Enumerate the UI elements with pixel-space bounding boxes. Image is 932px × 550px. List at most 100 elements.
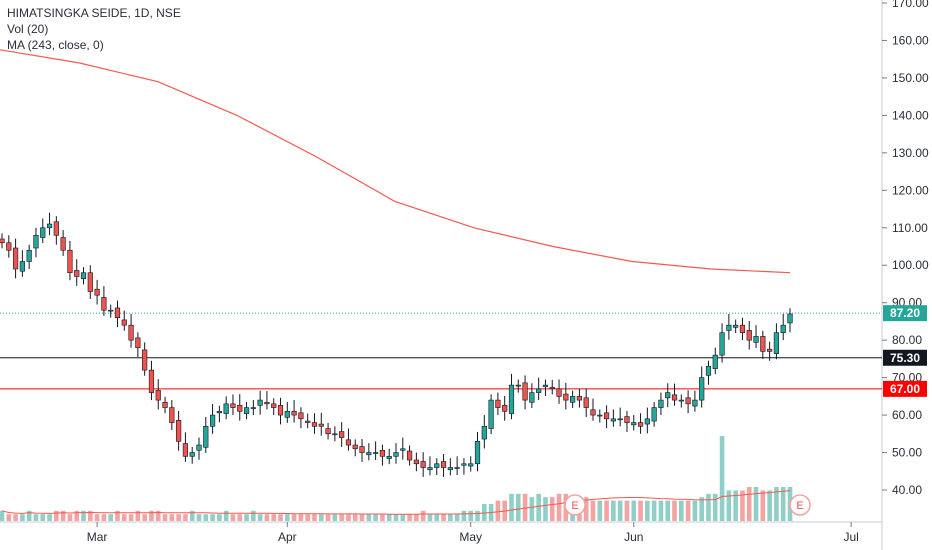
volume-bar [332,514,338,521]
price-tick-label: 100.00 [892,258,929,272]
volume-bar [604,500,609,521]
volume-bar [468,510,474,521]
volume-bar [155,510,161,521]
volume-bar [740,490,745,521]
volume-bar [142,514,147,521]
volume-bar [291,514,297,521]
volume-bar [380,514,385,521]
volume-bar [685,500,691,521]
volume-bar [393,514,399,521]
volume-bar [590,500,596,521]
volume-bar [40,514,46,521]
candle-body [400,448,406,451]
volume-bar [278,514,283,521]
volume-bar [217,514,222,521]
candle-body [291,411,297,416]
candle-body [590,409,596,416]
time-tick-label: Jul [843,530,858,544]
candle-body [597,414,603,417]
candle-body [678,399,684,402]
candle-body [26,249,32,262]
volume-bar [760,490,766,521]
candle-body [373,452,379,454]
candle-body [617,418,623,421]
candle-body [339,431,345,438]
price-tick-label: 140.00 [892,108,929,122]
volume-bar [706,493,711,521]
volume-bar [549,497,555,521]
volume-bar [441,514,446,521]
price-level-label: 87.20 [890,306,920,320]
candle-body [576,396,583,401]
volume-bar [780,487,786,521]
earnings-marker-label: E [796,500,803,512]
candle-body [583,397,589,408]
volume-bar [121,514,127,521]
volume-bar [672,500,677,521]
candle-body [67,249,73,274]
volume-bar [400,514,406,521]
volume-bar [753,487,759,521]
chart-legend: HIMATSINGKA SEIDE, 1D, NSE Vol (20) MA (… [7,5,181,53]
volume-bar [692,500,698,521]
candle-body [406,450,413,461]
candle-body [413,459,419,465]
volume-bar [427,514,433,521]
candle-body [468,463,474,467]
volume-bar [169,514,175,521]
volume-bar [583,497,589,521]
volume-bar [101,514,107,521]
candle-body [447,467,453,471]
candle-body [114,307,121,318]
candle-body [522,382,528,401]
volume-bar [94,514,100,521]
volume-ma-line [1,490,791,515]
candle-body [712,354,718,369]
candle-body [87,272,93,292]
candle-body [318,423,324,427]
candle-body [345,439,352,446]
candle-body [760,336,766,352]
candle-body [305,420,311,423]
volume-bar [0,510,5,521]
volume-bar [183,514,188,521]
volume-bar [461,510,467,521]
candle-body [542,384,549,387]
candle-body [128,324,134,341]
candle-body [332,433,338,436]
candle-body [549,387,555,390]
volume-bar [74,510,80,521]
candle-body [94,288,100,296]
volume-bar [339,514,344,521]
volume-bar [196,514,202,521]
volume-bar [257,514,263,521]
volume-bar [529,497,535,521]
candle-body [440,461,447,468]
price-tick-label: 160.00 [892,33,929,47]
volume-bar [6,514,12,521]
volume-bar [556,493,562,521]
volume-bar [597,500,603,521]
volume-bar [189,510,195,521]
candle-body [610,418,616,422]
volume-bar [26,510,32,521]
candle-body [461,463,467,466]
volume-bar [617,500,623,521]
volume-bar [108,514,113,521]
volume-bar [128,514,134,521]
volume-bar [774,487,779,521]
volume-bar [203,514,209,521]
candle-body [352,444,358,450]
candle-body [379,449,386,457]
candle-body [454,467,460,469]
candle-body [692,399,698,407]
candle-body [780,324,786,333]
volume-bar [88,510,93,521]
candle-body [271,403,277,408]
volume-bar [237,514,243,521]
candle-body [773,332,780,354]
price-level-label: 75.30 [890,351,920,365]
price-tick-label: 150.00 [892,71,929,85]
candle-body [434,463,440,468]
